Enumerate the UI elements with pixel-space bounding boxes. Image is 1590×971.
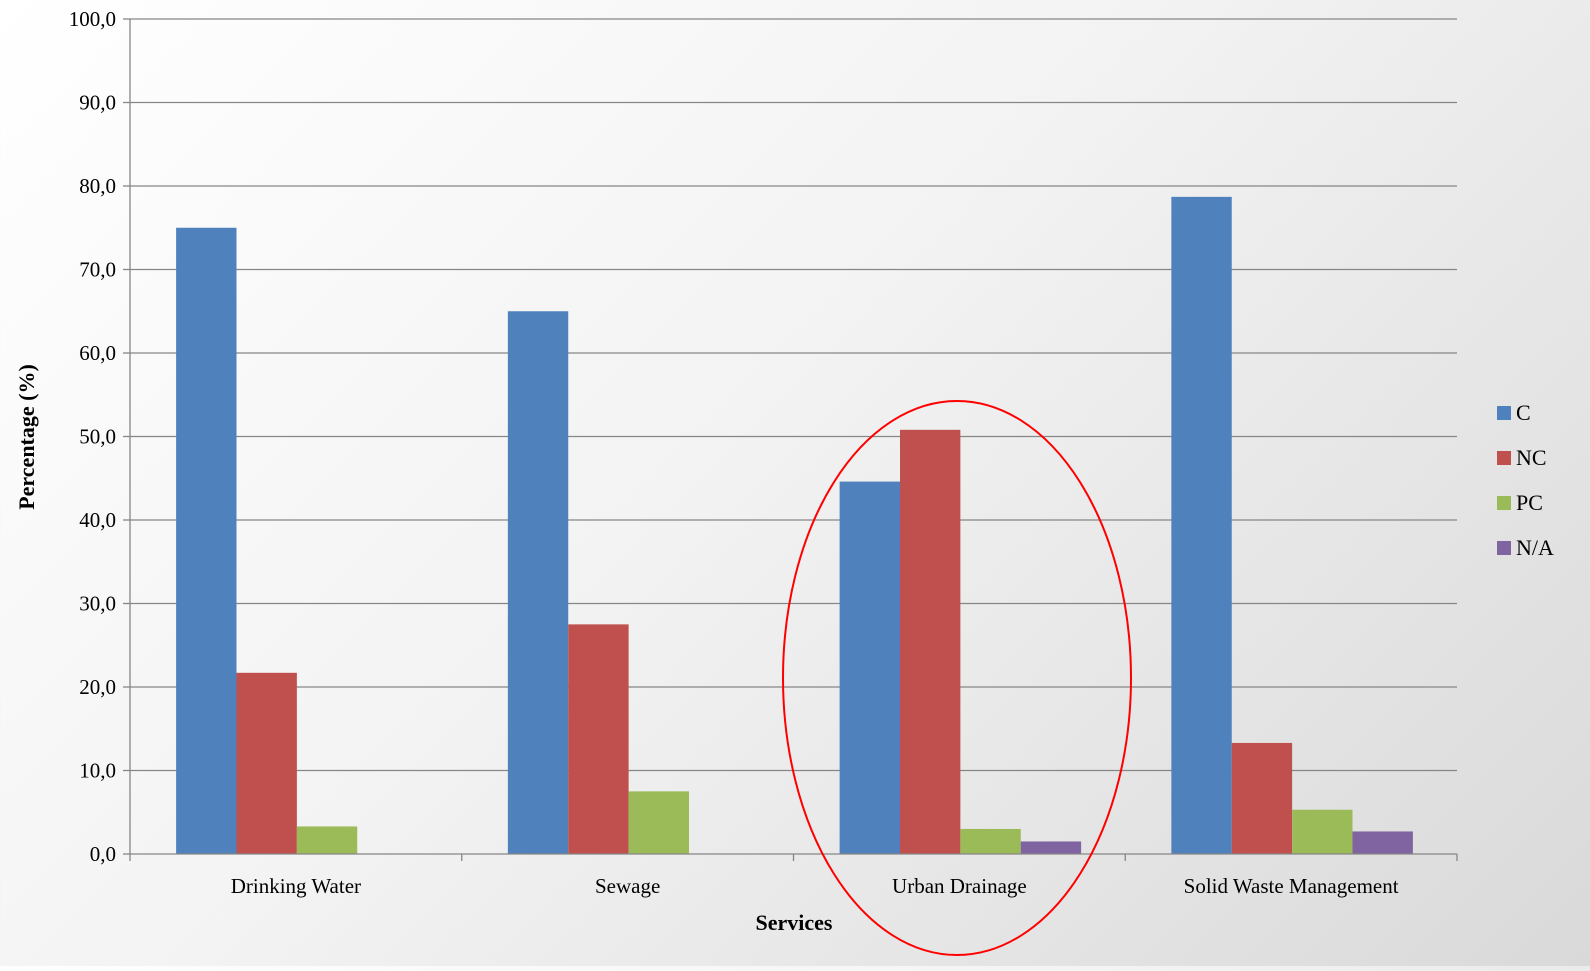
- bar-nc-2: [899, 429, 961, 854]
- bar-pc-1: [628, 791, 689, 854]
- y-tick-label: 30,0: [79, 592, 116, 616]
- legend-label: PC: [1516, 490, 1543, 515]
- x-axis-title: Services: [756, 910, 833, 935]
- y-axis-title: Percentage (%): [14, 364, 39, 510]
- bar-na-3: [1352, 831, 1413, 854]
- y-tick-label: 10,0: [79, 759, 116, 783]
- y-tick-label: 0,0: [90, 842, 116, 866]
- highlight-ellipse: [782, 400, 1132, 956]
- y-tick-label: 90,0: [79, 91, 116, 115]
- bar-nc-3: [1231, 742, 1293, 854]
- y-tick-label: 50,0: [79, 425, 116, 449]
- y-tick-label: 20,0: [79, 675, 116, 699]
- legend-label: N/A: [1516, 535, 1554, 560]
- y-tick-label: 70,0: [79, 258, 116, 282]
- y-tick-label: 40,0: [79, 508, 116, 532]
- bar-pc-2: [960, 828, 1021, 854]
- legend-label: C: [1516, 400, 1531, 425]
- legend-swatch: [1497, 496, 1511, 510]
- y-tick-labels: 0,0 10,0 20,0 30,0 40,0 50,0 60,0 70,0 80,0 90,0 1…: [69, 7, 116, 866]
- bar-c-1: [507, 311, 569, 854]
- x-tick-label: Drinking Water: [231, 874, 361, 898]
- bar-na-2: [1020, 841, 1082, 854]
- legend-label: NC: [1516, 445, 1547, 470]
- legend-swatch: [1497, 406, 1511, 420]
- bar-c-0: [176, 227, 237, 854]
- bar-c-3: [1171, 196, 1232, 855]
- bar-nc-0: [236, 672, 297, 854]
- legend: C NC PC N/A: [1497, 400, 1554, 560]
- axes: [123, 18, 1458, 861]
- y-tick-label: 100,0: [69, 7, 116, 31]
- bar-pc-0: [296, 826, 358, 854]
- x-tick-labels: Drinking Water Sewage Urban Drainage Solid …: [231, 874, 1399, 898]
- y-tick-label: 60,0: [79, 341, 116, 365]
- x-tick-label: Solid Waste Management: [1184, 874, 1399, 898]
- bar-c-2: [839, 481, 900, 854]
- y-tick-label: 80,0: [79, 174, 116, 198]
- bars: [176, 196, 1413, 855]
- bar-pc-3: [1292, 809, 1353, 854]
- gridlines: [130, 18, 1457, 772]
- x-tick-label: Sewage: [595, 874, 660, 898]
- legend-swatch: [1497, 451, 1511, 465]
- legend-swatch: [1497, 541, 1511, 555]
- bar-nc-1: [568, 624, 629, 854]
- x-tick-label: Urban Drainage: [892, 874, 1027, 898]
